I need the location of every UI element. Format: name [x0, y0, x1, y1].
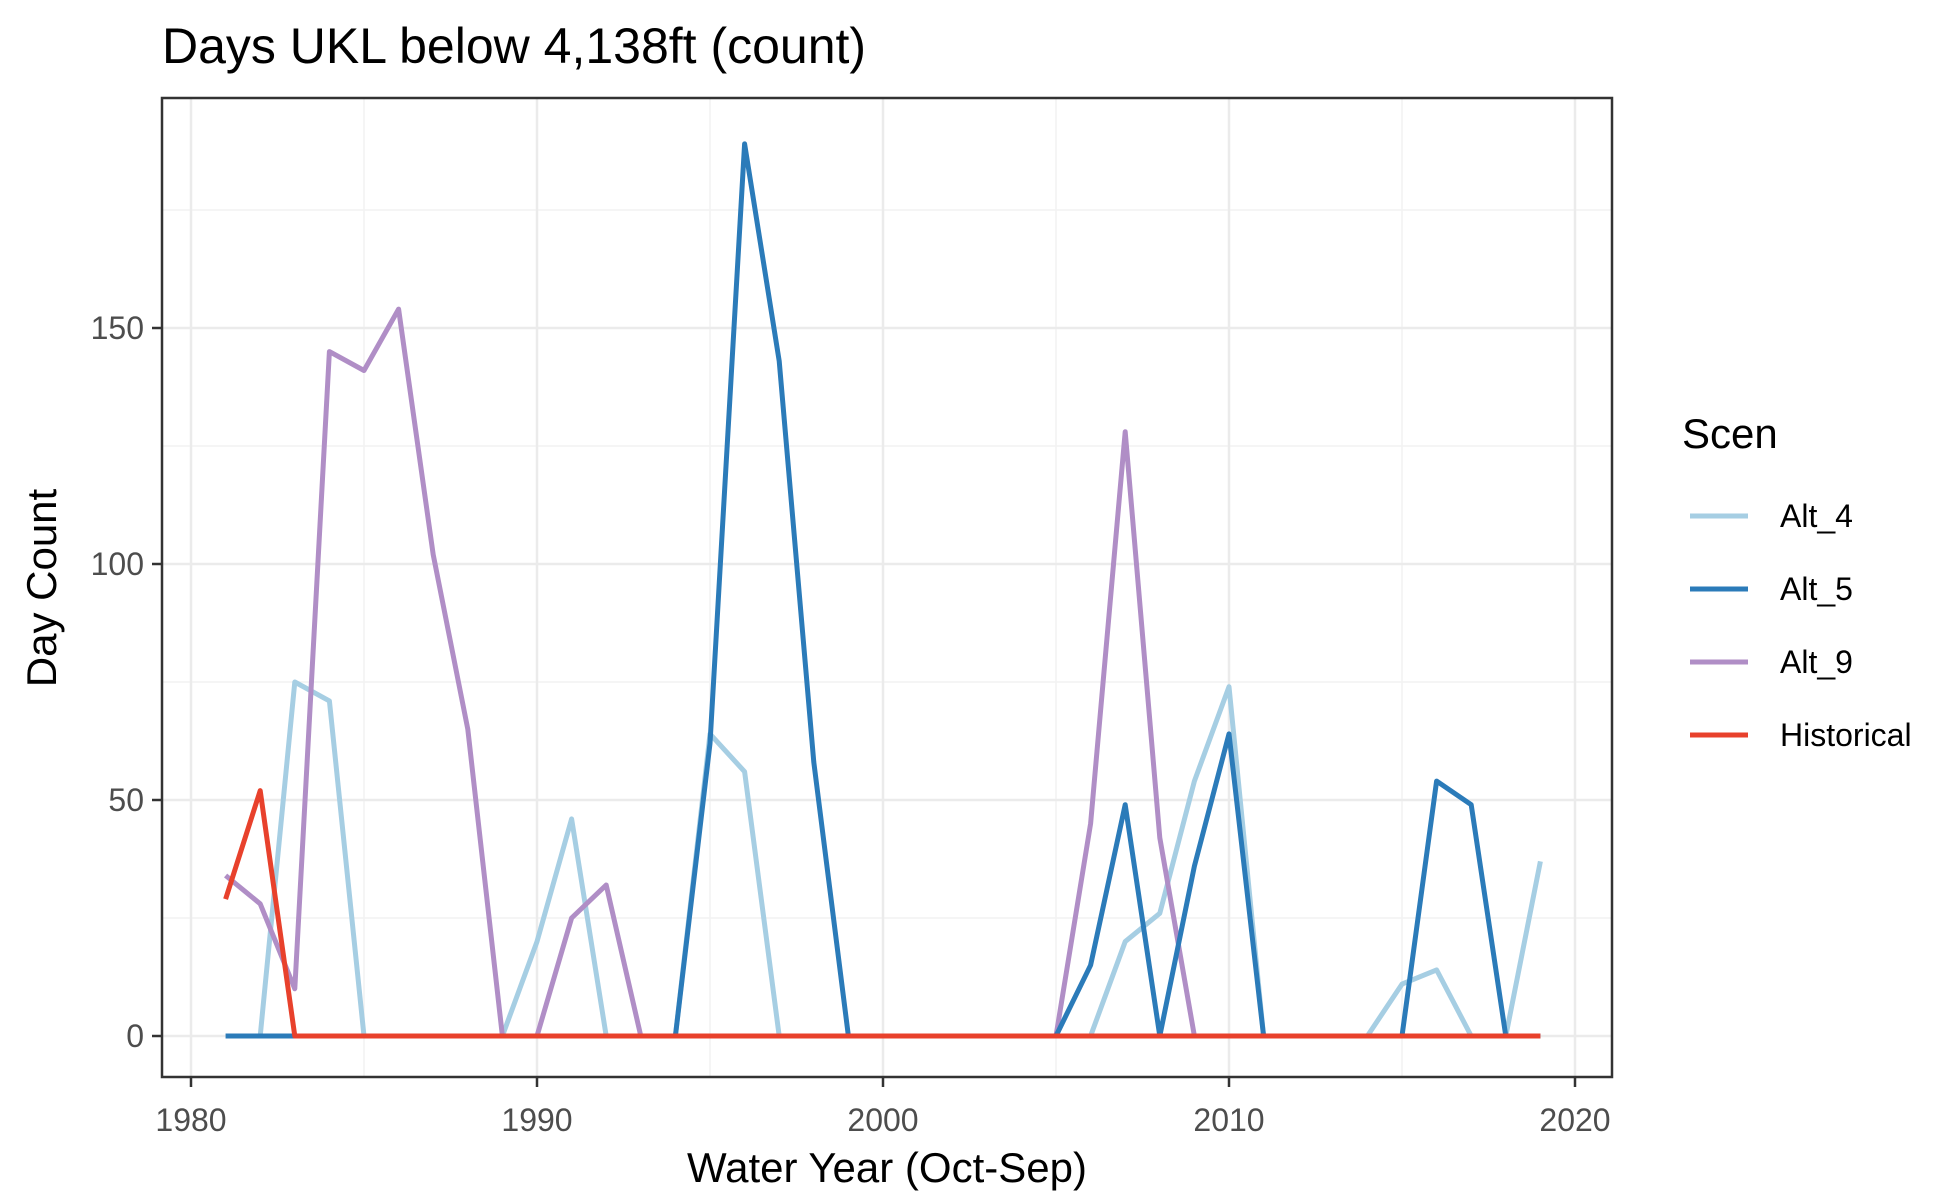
panel-background	[162, 98, 1612, 1077]
x-tick-label: 2020	[1539, 1102, 1610, 1138]
y-tick-label: 0	[126, 1018, 144, 1054]
legend-label-historical: Historical	[1780, 717, 1912, 753]
x-axis-title: Water Year (Oct-Sep)	[687, 1144, 1087, 1191]
x-tick-label: 1990	[501, 1102, 572, 1138]
legend-title: Scen	[1682, 410, 1778, 457]
legend: Scen Alt_4 Alt_5 Alt_9 Historical	[1682, 410, 1912, 753]
legend-label-alt-9: Alt_9	[1780, 644, 1853, 680]
y-tick-label: 100	[91, 546, 144, 582]
plot-area: 1980 1990 2000 2010 2020 0 50 100 150	[91, 96, 1614, 1138]
legend-label-alt-5: Alt_5	[1780, 571, 1853, 607]
series-line-historical	[223, 788, 1541, 1039]
y-tick-label: 50	[108, 782, 144, 818]
legend-label-alt-4: Alt_4	[1780, 498, 1853, 534]
x-tick-label: 2010	[1193, 1102, 1264, 1138]
y-axis-title: Day Count	[18, 488, 65, 687]
y-tick-label: 150	[91, 310, 144, 346]
x-tick-label: 2000	[847, 1102, 918, 1138]
x-tick-label: 1980	[155, 1102, 226, 1138]
panel-border	[160, 96, 1614, 1079]
chart-title: Days UKL below 4,138ft (count)	[162, 18, 866, 74]
